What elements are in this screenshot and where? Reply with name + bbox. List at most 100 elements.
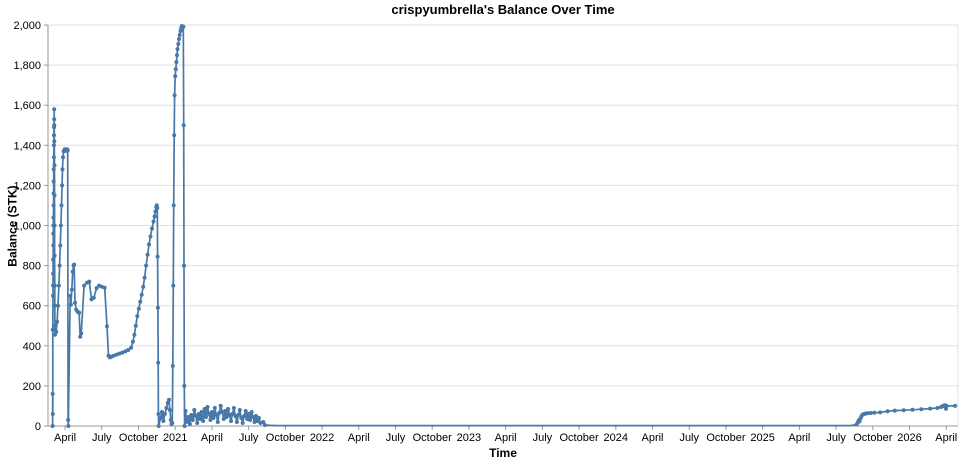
data-point[interactable] [160,410,164,414]
data-point[interactable] [161,419,166,423]
data-point[interactable] [120,350,125,355]
data-point[interactable] [183,409,188,413]
data-point[interactable] [105,324,109,329]
data-point[interactable] [226,407,231,411]
data-point[interactable] [236,413,241,417]
data-point[interactable] [56,303,60,308]
data-point[interactable] [178,29,183,33]
data-point[interactable] [182,424,187,428]
data-point[interactable] [212,406,217,410]
data-point[interactable] [79,331,84,336]
data-point[interactable] [193,414,198,418]
data-point[interactable] [176,42,181,46]
data-point[interactable] [51,143,56,148]
data-point[interactable] [192,408,197,412]
data-point[interactable] [262,423,267,427]
data-point[interactable] [175,47,180,52]
data-point[interactable] [68,302,73,307]
data-point[interactable] [56,283,61,288]
data-point[interactable] [51,293,55,298]
data-point[interactable] [141,284,146,289]
data-point[interactable] [208,418,213,422]
data-point[interactable] [214,413,219,417]
data-point[interactable] [255,419,260,423]
data-point[interactable] [52,193,57,198]
data-point[interactable] [173,67,178,72]
data-point[interactable] [73,300,77,305]
data-point[interactable] [136,306,141,311]
data-point[interactable] [139,292,144,297]
data-point[interactable] [223,409,228,413]
data-point[interactable] [167,397,171,402]
data-point[interactable] [156,360,161,365]
data-point[interactable] [150,226,154,231]
data-point[interactable] [155,305,160,310]
data-point[interactable] [78,334,83,339]
data-point[interactable] [953,403,958,408]
data-point[interactable] [165,400,170,405]
data-point[interactable] [201,419,206,423]
data-point[interactable] [51,257,56,262]
data-point[interactable] [224,415,229,419]
data-point[interactable] [181,123,186,128]
data-point[interactable] [181,24,186,29]
data-point[interactable] [162,412,167,416]
data-point[interactable] [177,37,181,41]
data-point[interactable] [68,293,73,298]
data-point[interactable] [144,263,149,268]
data-point[interactable] [59,203,64,208]
data-point[interactable] [872,410,877,415]
data-point[interactable] [174,60,179,65]
data-point[interactable] [145,252,150,257]
data-point[interactable] [61,155,65,160]
data-point[interactable] [237,408,242,412]
data-point[interactable] [198,417,203,421]
data-point[interactable] [168,418,173,422]
data-point[interactable] [51,231,56,236]
data-point[interactable] [158,416,163,420]
data-point[interactable] [919,407,924,412]
data-point[interactable] [189,413,194,417]
data-point[interactable] [52,163,57,168]
data-point[interactable] [133,323,138,328]
data-point[interactable] [944,403,949,408]
data-point[interactable] [186,415,191,419]
data-point[interactable] [170,421,175,425]
data-point[interactable] [234,420,239,424]
data-point[interactable] [207,412,211,416]
data-point[interactable] [177,33,182,37]
data-point[interactable] [221,417,226,421]
data-point[interactable] [52,139,57,144]
data-point[interactable] [72,262,77,267]
data-point[interactable] [172,133,177,138]
data-point[interactable] [132,332,137,337]
data-point[interactable] [156,412,161,416]
data-point[interactable] [195,421,200,425]
data-point[interactable] [51,215,56,220]
data-point[interactable] [892,408,897,413]
data-point[interactable] [239,416,244,420]
data-point[interactable] [182,263,186,268]
data-point[interactable] [209,410,214,414]
data-point[interactable] [171,203,176,208]
data-point[interactable] [52,253,57,258]
data-point[interactable] [147,242,151,247]
data-point[interactable] [248,418,253,422]
data-point[interactable] [87,279,92,284]
data-point[interactable] [52,303,57,308]
data-point[interactable] [928,406,933,411]
data-point[interactable] [878,410,883,415]
data-point[interactable] [55,319,60,324]
data-point[interactable] [51,243,56,248]
data-point[interactable] [82,283,87,288]
data-point[interactable] [215,420,220,424]
data-point[interactable] [153,209,158,214]
data-point[interactable] [52,223,57,228]
data-point[interactable] [175,53,179,58]
data-point[interactable] [254,414,258,418]
data-point[interactable] [91,295,96,300]
data-point[interactable] [50,391,55,396]
data-point[interactable] [256,416,261,420]
data-point[interactable] [182,383,187,388]
data-point[interactable] [171,283,176,288]
